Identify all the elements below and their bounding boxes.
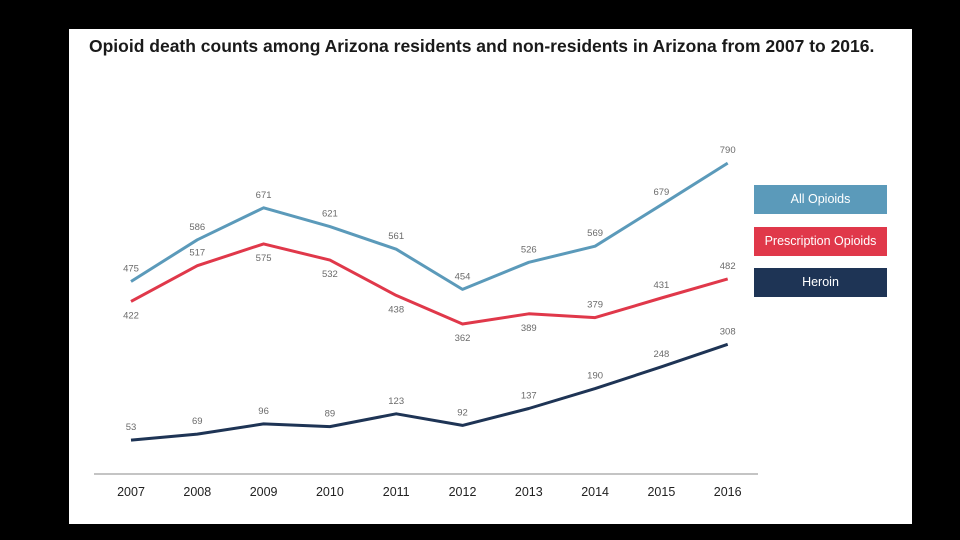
- data-label: 790: [720, 145, 736, 156]
- series-line-prescription-opioids: [130, 242, 729, 326]
- data-label: 517: [189, 248, 205, 259]
- chart-title: Opioid death counts among Arizona reside…: [89, 36, 875, 56]
- x-tick-label-2009: 2009: [250, 485, 278, 499]
- data-label: 123: [388, 396, 404, 407]
- x-tick-label-2012: 2012: [449, 485, 477, 499]
- x-tick-label-2015: 2015: [647, 485, 675, 499]
- series-line-heroin: [130, 342, 729, 442]
- data-label: 92: [457, 407, 468, 418]
- data-label: 621: [322, 209, 338, 220]
- data-label: 569: [587, 228, 603, 239]
- data-label: 482: [720, 261, 736, 272]
- series-line-all-opioids: [130, 161, 729, 291]
- x-tick-label-2008: 2008: [183, 485, 211, 499]
- legend-item-heroin: Heroin: [754, 268, 887, 297]
- data-label: 69: [192, 416, 203, 427]
- x-tick-label-2016: 2016: [714, 485, 742, 499]
- x-tick-label-2007: 2007: [117, 485, 145, 499]
- data-label: 454: [455, 271, 471, 282]
- data-label: 137: [521, 391, 537, 402]
- data-label: 362: [455, 333, 471, 344]
- data-label: 532: [322, 269, 338, 280]
- data-label: 561: [388, 231, 404, 242]
- data-label: 248: [653, 349, 669, 360]
- data-label: 389: [521, 323, 537, 334]
- data-label: 586: [189, 222, 205, 233]
- data-label: 96: [258, 406, 269, 417]
- data-label: 190: [587, 371, 603, 382]
- data-label: 475: [123, 263, 139, 274]
- data-label: 379: [587, 300, 603, 311]
- slide-panel: Opioid death counts among Arizona reside…: [69, 29, 912, 524]
- data-label: 679: [653, 187, 669, 198]
- data-label: 308: [720, 326, 736, 337]
- x-tick-label-2010: 2010: [316, 485, 344, 499]
- x-tick-label-2014: 2014: [581, 485, 609, 499]
- data-label: 431: [653, 280, 669, 291]
- x-tick-label-2013: 2013: [515, 485, 543, 499]
- x-tick-label-2011: 2011: [383, 485, 410, 499]
- data-label: 422: [123, 310, 139, 321]
- data-label: 89: [325, 409, 336, 420]
- data-label: 671: [256, 190, 272, 201]
- legend-item-prescription-opioids: Prescription Opioids: [754, 227, 887, 256]
- data-label: 526: [521, 244, 537, 255]
- data-label: 53: [126, 422, 137, 433]
- data-label: 438: [388, 304, 404, 315]
- plot-area: 2007 2008 2009 2010 2011 2012 2013 2014 2015 2016…: [94, 145, 758, 499]
- data-label: 575: [256, 253, 272, 264]
- legend-item-all-opioids: All Opioids: [754, 185, 887, 214]
